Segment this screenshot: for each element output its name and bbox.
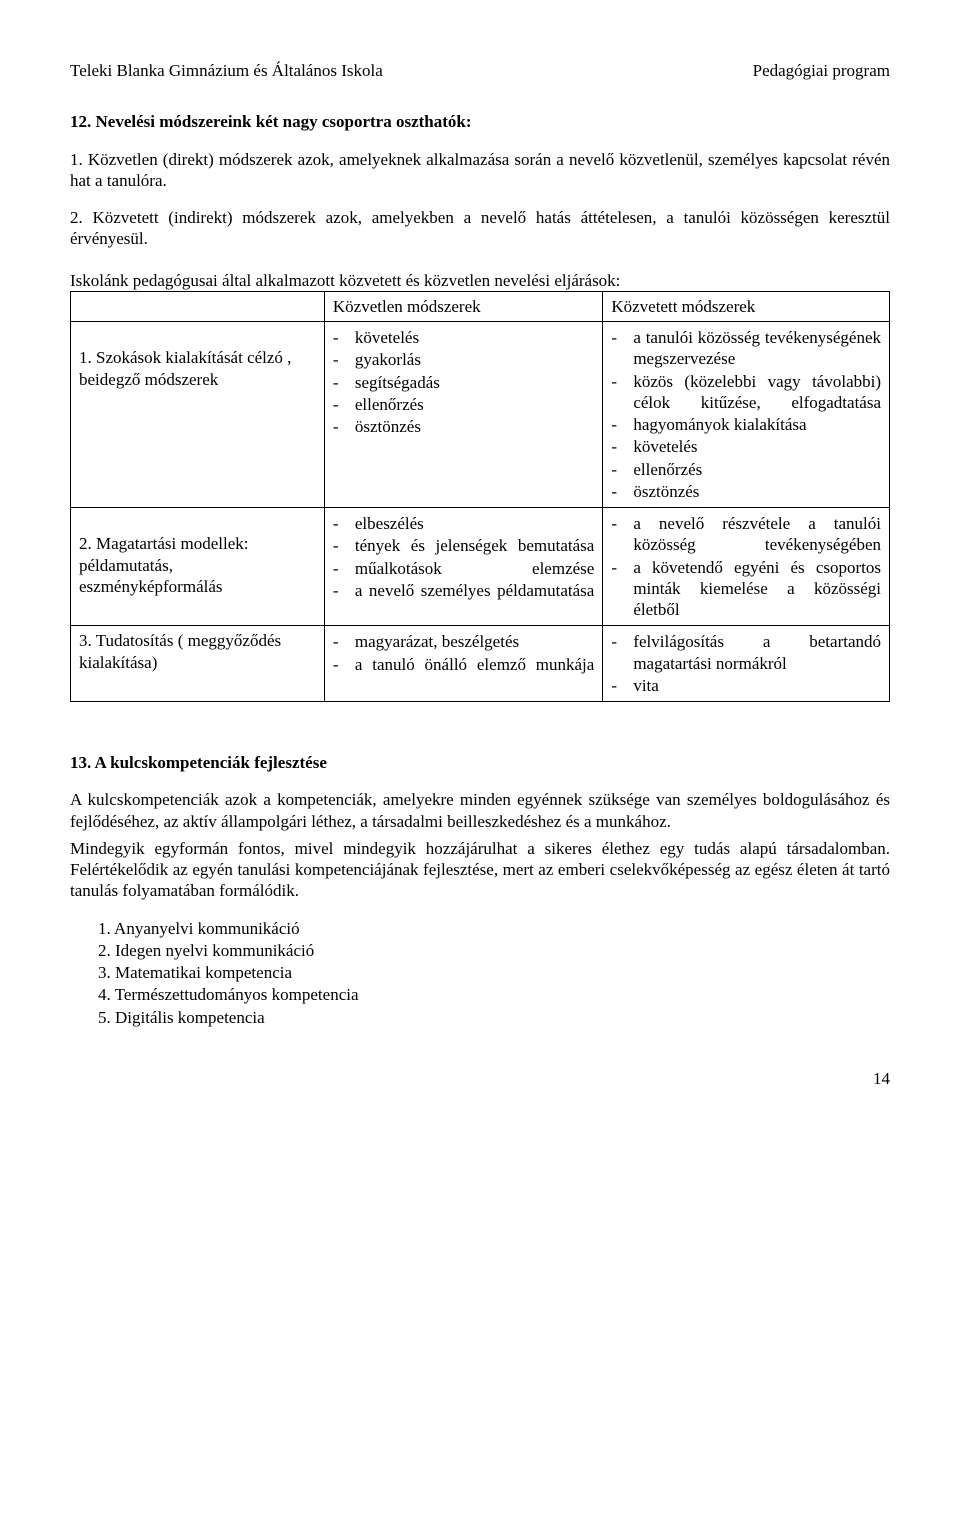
list-item: -közös (közelebbi vagy távolabbi) célok … [611,371,881,414]
methods-table: Közvetlen módszerek Közvetett módszerek … [70,291,890,702]
list-item: -magyarázat, beszélgetés [333,631,594,652]
col-empty [71,291,325,321]
list-item: -a nevelő személyes példamutatása [333,580,594,601]
list-item: -műalkotások elemzése [333,558,594,579]
row2-direct: -elbeszélés-tények és jelenségek bemutat… [324,508,602,626]
col-direct: Közvetlen módszerek [324,291,602,321]
list-item: 2. Idegen nyelvi kommunikáció [98,940,890,961]
list-item: -a követendő egyéni és csoportos minták … [611,557,881,621]
row3-indirect: -felvilágosítás a betartandó magatartási… [603,626,890,702]
list-item: -ösztönzés [333,416,594,437]
list-item: 4. Természettudományos kompetencia [98,984,890,1005]
section-12-item-1: 1. Közvetlen (direkt) módszerek azok, am… [70,149,890,192]
row3-direct: -magyarázat, beszélgetés-a tanuló önálló… [324,626,602,702]
competence-list: 1. Anyanyelvi kommunikáció2. Idegen nyel… [98,918,890,1028]
section-12-title: 12. Nevelési módszereink két nagy csopor… [70,111,890,132]
list-item: -ösztönzés [611,481,881,502]
list-item: 3. Matematikai kompetencia [98,962,890,983]
header-right: Pedagógiai program [753,60,890,81]
list-item: 5. Digitális kompetencia [98,1007,890,1028]
page-number: 14 [70,1068,890,1089]
list-item: -követelés [611,436,881,457]
list-item: -tények és jelenségek bemutatása [333,535,594,556]
list-item: -segítségadás [333,372,594,393]
row1-direct: -követelés-gyakorlás-segítségadás-ellenő… [324,322,602,508]
page-header: Teleki Blanka Gimnázium és Általános Isk… [70,60,890,81]
list-item: -felvilágosítás a betartandó magatartási… [611,631,881,674]
section-13-title: 13. A kulcskompetenciák fejlesztése [70,752,890,773]
row2-indirect: -a nevelő részvétele a tanulói közösség … [603,508,890,626]
row1-indirect: -a tanulói közösség tevékenységének megs… [603,322,890,508]
list-item: -ellenőrzés [611,459,881,480]
list-item: -a nevelő részvétele a tanulói közösség … [611,513,881,556]
list-item: -követelés [333,327,594,348]
table-intro: Iskolánk pedagógusai által alkalmazott k… [70,270,890,291]
row1-label: 1. Szokások kialakítását célzó , beidegz… [71,322,325,508]
header-left: Teleki Blanka Gimnázium és Általános Isk… [70,60,383,81]
list-item: -gyakorlás [333,349,594,370]
list-item: -a tanuló önálló elemző munkája [333,654,594,675]
list-item: -ellenőrzés [333,394,594,415]
table-row: 1. Szokások kialakítását célzó , beidegz… [71,322,890,508]
table-header-row: Közvetlen módszerek Közvetett módszerek [71,291,890,321]
list-item: -a tanulói közösség tevékenységének megs… [611,327,881,370]
row2-label: 2. Magatartási modellek: példamutatás, e… [71,508,325,626]
table-row: 3. Tudatosítás ( meggyőződés kialakítása… [71,626,890,702]
list-item: -vita [611,675,881,696]
list-item: -elbeszélés [333,513,594,534]
list-item: 1. Anyanyelvi kommunikáció [98,918,890,939]
section-12-item-2: 2. Közvetett (indirekt) módszerek azok, … [70,207,890,250]
list-item: -hagyományok kialakítása [611,414,881,435]
row3-label: 3. Tudatosítás ( meggyőződés kialakítása… [71,626,325,702]
col-indirect: Közvetett módszerek [603,291,890,321]
section-13-para-2: Mindegyik egyformán fontos, mivel mindeg… [70,838,890,902]
table-row: 2. Magatartási modellek: példamutatás, e… [71,508,890,626]
section-13-para-1: A kulcskompetenciák azok a kompetenciák,… [70,789,890,832]
